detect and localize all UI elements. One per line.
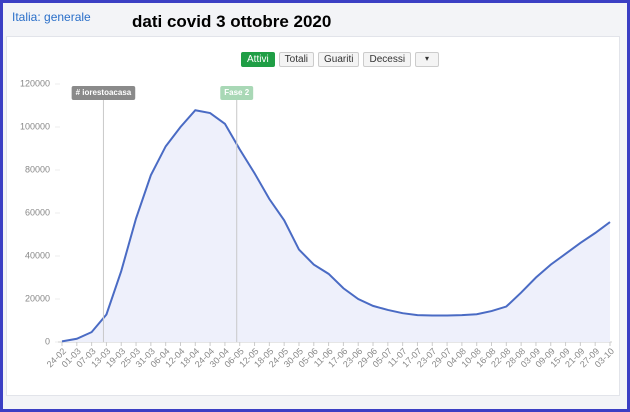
series-line: [61, 109, 611, 343]
annotation-label: Fase 2: [224, 88, 249, 97]
toggle-button[interactable]: Totali: [278, 52, 315, 67]
annotation-box: [71, 86, 136, 100]
chart-title: dati covid 3 ottobre 2020: [132, 12, 332, 31]
y-tick-label: 120000: [20, 78, 50, 88]
y-tick-label: 20000: [25, 293, 50, 303]
y-tick-label: 80000: [25, 164, 50, 174]
header[interactable]: Italia: generale: [12, 10, 91, 24]
y-tick-label: 40000: [25, 250, 50, 260]
annotation-box: [220, 86, 254, 100]
toggle-button[interactable]: Guariti: [318, 52, 360, 67]
toggle-button[interactable]: Attivi: [241, 52, 275, 67]
y-tick-label: 100000: [20, 121, 50, 131]
area-fill: [62, 110, 610, 342]
y-tick-label: 60000: [25, 207, 50, 217]
toggle-button[interactable]: Decessi: [363, 52, 412, 67]
y-tick-label: 0: [45, 336, 50, 346]
annotation-label: # iorestoacasa: [76, 88, 132, 97]
button-bar: Attivi Totali Guariti Decessi ▾: [241, 52, 440, 67]
dropdown-button[interactable]: ▾: [415, 52, 440, 67]
